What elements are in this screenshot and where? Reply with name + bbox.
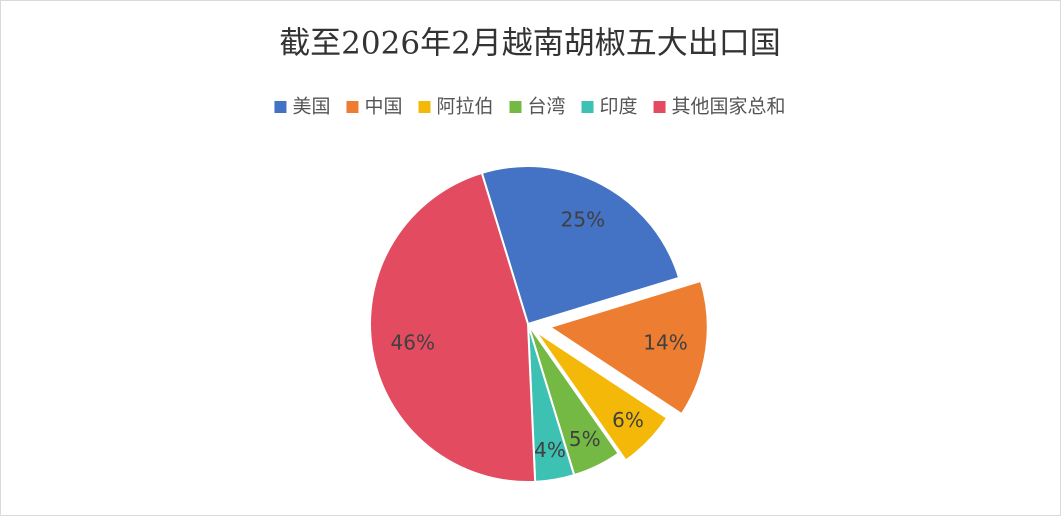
pie-slice [369, 171, 537, 483]
data-label: 6% [612, 408, 644, 432]
legend-swatch [346, 101, 359, 113]
legend-label: 美国 [292, 96, 330, 118]
legend: 美国 中国 阿拉伯 台湾 印度 其他国家总和 [274, 96, 786, 118]
pie-slice [480, 165, 681, 326]
data-label: 4% [534, 438, 566, 462]
legend-swatch [653, 101, 666, 113]
legend-swatch [581, 101, 594, 113]
legend-swatch [418, 101, 431, 113]
legend-label: 阿拉伯 [436, 96, 493, 118]
data-label: 14% [643, 330, 687, 354]
pie-slice [547, 279, 709, 416]
legend-swatch [509, 101, 522, 113]
legend-label: 其他国家总和 [672, 96, 786, 118]
data-label: 5% [569, 427, 601, 451]
legend-label: 台湾 [528, 96, 566, 118]
data-label: 25% [561, 207, 605, 231]
legend-swatch [274, 101, 287, 113]
legend-label: 中国 [364, 96, 402, 118]
legend-label: 印度 [600, 96, 638, 118]
pie-slice [534, 330, 669, 462]
chart-title: 截至2026年2月越南胡椒五大出口国 [279, 26, 781, 62]
data-label: 46% [391, 330, 435, 354]
